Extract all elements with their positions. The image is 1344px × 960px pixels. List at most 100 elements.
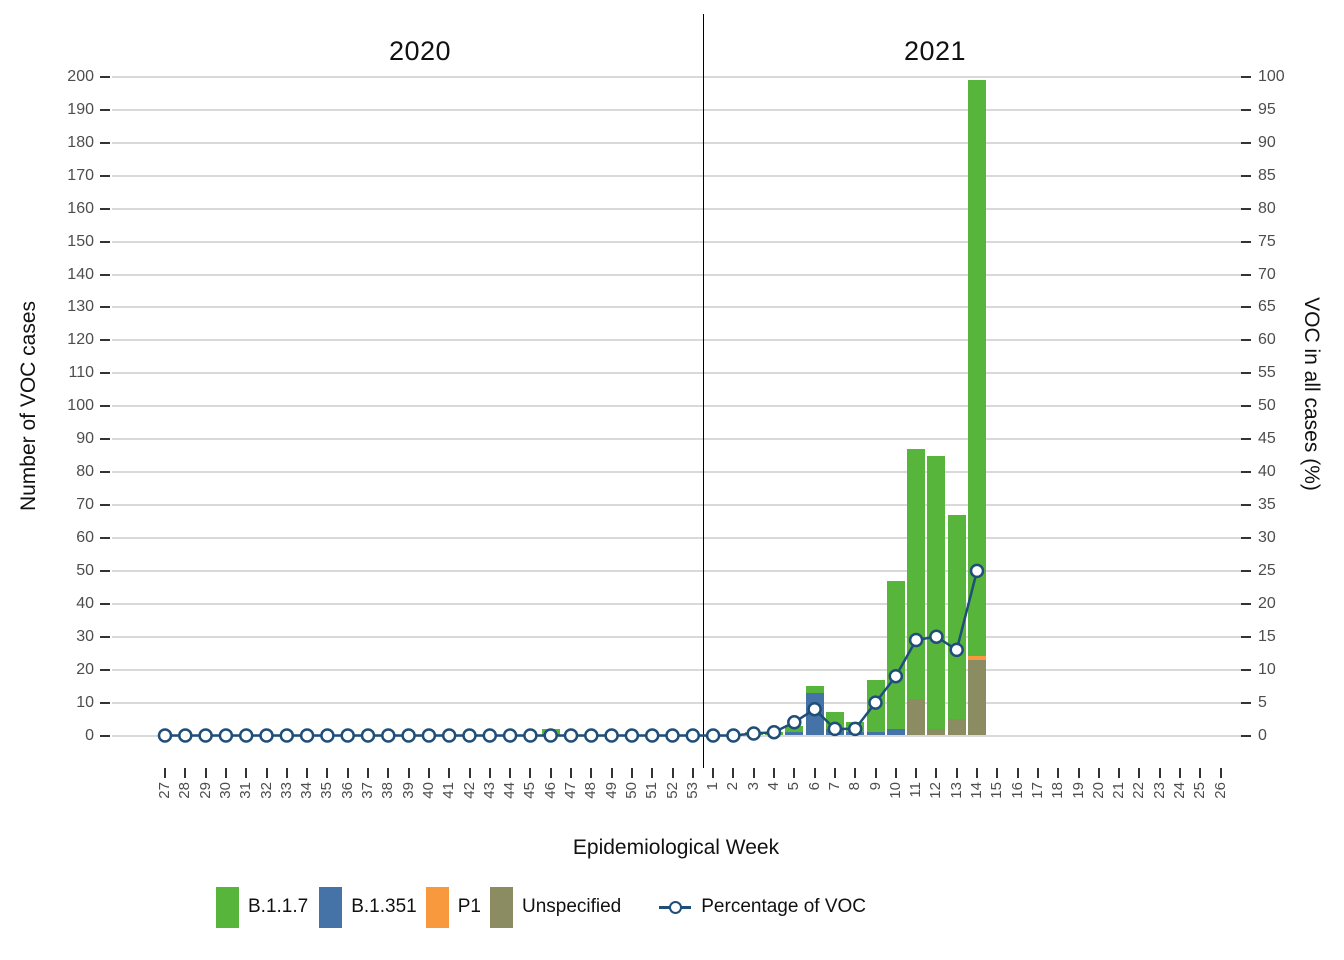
legend-item-b1351: B.1.351 [319, 886, 417, 928]
x-tick-43 [1036, 768, 1039, 778]
right-tick-65 [1241, 306, 1251, 309]
gridline-70 [112, 504, 1241, 507]
bar-2021-w9-B1351 [866, 732, 885, 736]
legend-label-p1: P1 [457, 896, 481, 917]
percentage-marker-26 [685, 728, 701, 743]
x-tick-7 [306, 768, 309, 778]
percentage-marker-40 [969, 563, 985, 579]
right-tick-85 [1241, 174, 1251, 177]
gridline-180 [112, 141, 1241, 144]
left-tick-0 [100, 734, 110, 737]
legend-label-percentage: Percentage of VOC [701, 896, 867, 917]
percentage-marker-3 [218, 728, 234, 743]
right-tick-label-100: 100 [1258, 68, 1285, 85]
percentage-marker-8 [320, 728, 335, 743]
gridline-40 [112, 602, 1241, 605]
x-tick-41 [996, 768, 999, 778]
x-tick-4 [245, 768, 248, 778]
left-tick-label-110: 110 [68, 364, 94, 382]
x-tick-2 [204, 768, 207, 778]
legend-swatch-p1 [425, 886, 449, 928]
left-tick-190 [100, 108, 110, 111]
gridline-160 [112, 207, 1241, 210]
x-tick-21 [590, 768, 593, 778]
percentage-marker-7 [299, 728, 315, 743]
right-tick-label-55: 55 [1258, 364, 1276, 382]
x-tick-6 [285, 768, 288, 778]
x-tick-52 [1219, 768, 1222, 778]
gridline-20 [112, 668, 1241, 671]
legend-item-p1: P1 [425, 886, 481, 928]
bar-2021-w14-Unspecified [968, 659, 986, 736]
x-tick-32 [813, 768, 816, 778]
gridline-120 [112, 339, 1241, 342]
percentage-marker-19 [543, 728, 558, 743]
x-tick-38 [935, 768, 938, 778]
percentage-marker-27 [705, 728, 721, 743]
x-tick-34 [854, 768, 857, 778]
left-tick-label-170: 170 [67, 166, 94, 184]
percentage-marker-0 [157, 728, 173, 743]
left-tick-150 [100, 240, 110, 243]
x-tick-36 [894, 768, 897, 778]
x-tick-10 [367, 768, 369, 778]
percentage-marker-5 [259, 728, 274, 743]
left-axis-title: Number of VOC cases [17, 300, 40, 512]
left-tick-label-50: 50 [76, 561, 94, 579]
left-tick-label-190: 190 [67, 100, 94, 118]
left-tick-label-70: 70 [76, 496, 94, 514]
percentage-marker-13 [421, 728, 437, 743]
bar-2021-w6-B117 [805, 686, 824, 693]
left-tick-100 [100, 405, 110, 408]
right-tick-label-85: 85 [1258, 166, 1276, 184]
x-tick-8 [326, 768, 329, 778]
legend-swatch-b1351 [319, 886, 343, 928]
right-tick-label-95: 95 [1258, 100, 1276, 118]
x-tick-47 [1118, 768, 1121, 778]
percentage-marker-17 [502, 728, 518, 743]
percentage-marker-4 [238, 728, 254, 743]
left-tick-180 [100, 141, 110, 144]
left-tick-200 [100, 76, 110, 78]
right-tick-40 [1241, 471, 1251, 474]
right-tick-label-20: 20 [1258, 594, 1276, 612]
right-tick-50 [1241, 405, 1251, 408]
percentage-marker-6 [279, 728, 295, 743]
left-tick-label-0: 0 [85, 726, 94, 744]
right-tick-95 [1241, 108, 1251, 111]
percentage-marker-10 [360, 728, 376, 743]
right-tick-20 [1241, 602, 1251, 605]
left-tick-label-80: 80 [76, 463, 94, 481]
left-tick-90 [100, 438, 110, 441]
percentage-marker-18 [523, 728, 538, 743]
x-tick-12 [407, 768, 410, 778]
gridline-10 [112, 701, 1241, 704]
left-tick-60 [100, 536, 110, 539]
percentage-marker-22 [604, 728, 619, 743]
percentage-marker-32 [807, 701, 822, 717]
x-tick-23 [630, 768, 633, 778]
right-tick-25 [1241, 569, 1251, 572]
right-tick-label-65: 65 [1258, 298, 1276, 316]
legend-swatch-unspecified [489, 886, 513, 928]
right-tick-10 [1241, 668, 1251, 671]
percentage-marker-38 [929, 629, 944, 644]
left-tick-label-150: 150 [67, 232, 94, 250]
gridline-60 [112, 536, 1241, 539]
gridline-170 [112, 174, 1241, 177]
percentage-marker-11 [381, 728, 396, 743]
gridline-50 [112, 569, 1241, 572]
right-tick-label-60: 60 [1258, 331, 1276, 349]
gridline-80 [112, 471, 1241, 474]
x-tick-19 [549, 768, 552, 778]
x-tick-29 [752, 768, 755, 778]
x-tick-9 [346, 768, 349, 778]
right-tick-label-15: 15 [1258, 627, 1276, 645]
x-tick-40 [976, 768, 978, 778]
left-tick-110 [100, 372, 110, 375]
x-tick-49 [1158, 768, 1161, 778]
percentage-marker-21 [584, 728, 599, 743]
legend-swatch-b117 [216, 886, 239, 928]
left-tick-label-20: 20 [76, 660, 94, 678]
